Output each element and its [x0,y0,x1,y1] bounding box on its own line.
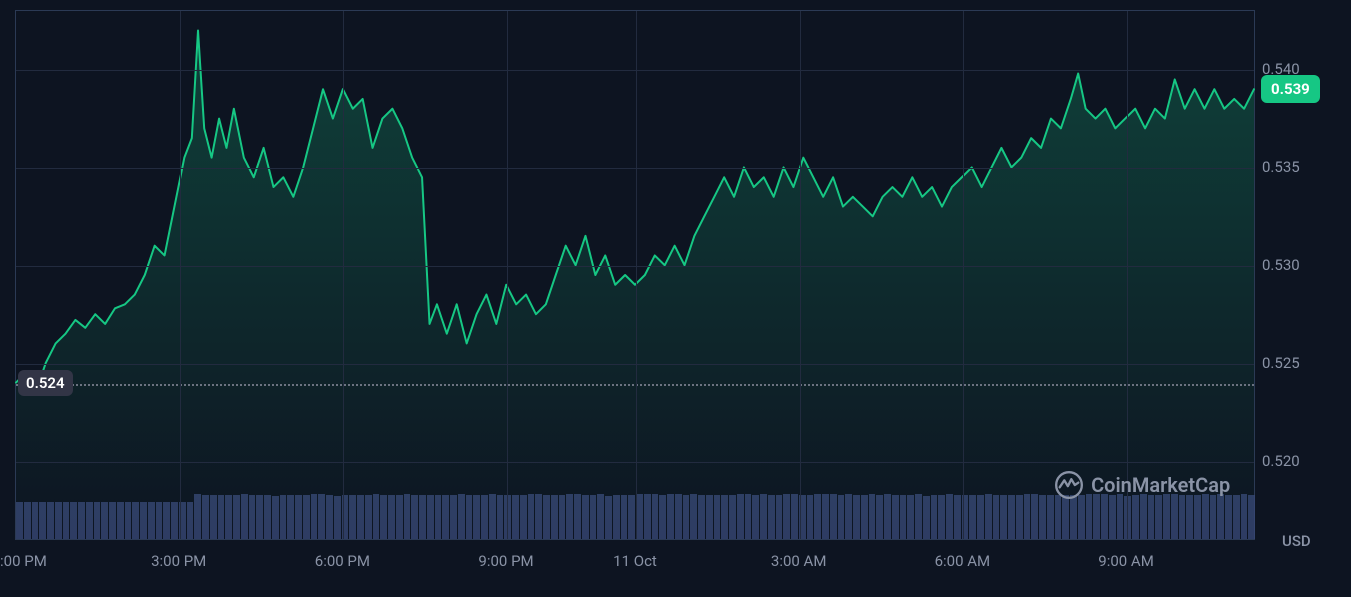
current-price-badge: 0.539 [1261,75,1320,103]
x-axis-tick-label: 9:00 PM [478,552,533,570]
x-axis-tick-label: 6:00 PM [315,552,370,570]
x-axis-tick-label: 12:00 PM [0,552,47,570]
y-axis-unit: USD [1282,532,1311,550]
x-axis-tick-label: 3:00 PM [151,552,206,570]
gridline-horizontal [16,70,1254,71]
start-price-label: 0.524 [26,374,65,392]
chart-plot-area[interactable] [15,10,1255,540]
gridline-vertical [800,11,801,539]
y-axis-tick-label: 0.530 [1262,256,1300,274]
x-axis-tick-label: 9:00 AM [1098,552,1154,570]
gridline-horizontal [16,168,1254,169]
start-price-badge: 0.524 [18,370,73,396]
watermark-text: CoinMarketCap [1091,473,1230,497]
x-axis-tick-label: 6:00 AM [935,552,991,570]
gridline-horizontal [16,364,1254,365]
y-axis-tick-label: 0.540 [1262,60,1300,78]
gridline-vertical [180,11,181,539]
gridline-vertical [636,11,637,539]
price-line-svg [16,11,1254,539]
coinmarketcap-logo-icon [1055,471,1083,499]
gridline-vertical [963,11,964,539]
price-chart-container: 0.524 0.539 USD CoinMarketCap 0.520 0.525… [0,0,1351,597]
x-axis-tick-label: 3:00 AM [771,552,827,570]
current-price-label: 0.539 [1271,80,1310,98]
coinmarketcap-watermark: CoinMarketCap [1055,471,1230,499]
gridline-vertical [1127,11,1128,539]
start-price-dotted-line [16,384,1254,386]
gridline-vertical [507,11,508,539]
gridline-horizontal [16,266,1254,267]
gridline-vertical [343,11,344,539]
y-axis-tick-label: 0.535 [1262,158,1300,176]
y-axis-tick-label: 0.525 [1262,354,1300,372]
y-axis-tick-label: 0.520 [1262,452,1300,470]
gridline-horizontal [16,462,1254,463]
x-axis-tick-label: 11 Oct [613,552,657,570]
